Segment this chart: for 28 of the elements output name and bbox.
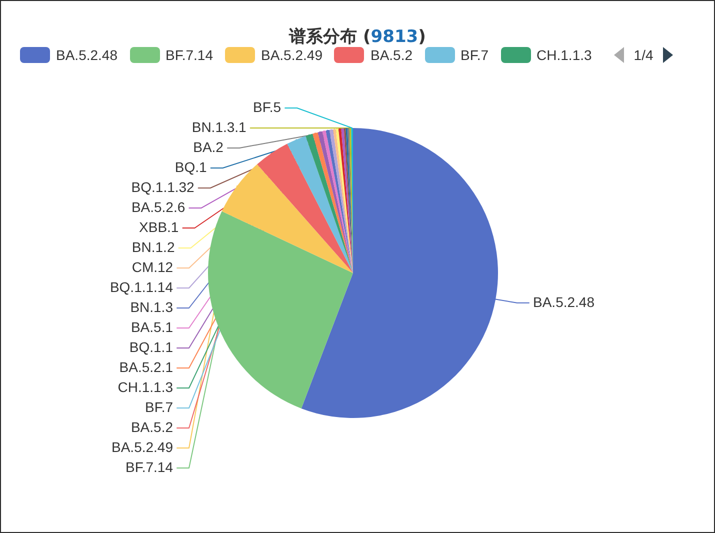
slice-label: BN.1.3.1 [192, 118, 247, 135]
text: 1/4 [634, 47, 654, 63]
legend-label: BF.7 [460, 47, 489, 63]
slice-label: CH.1.1.3 [118, 378, 174, 395]
slice-label: BN.1.3 [130, 298, 174, 315]
slice-label: BA.5.2.49 [112, 438, 174, 455]
legend-label: CH.1.1.3 [536, 47, 592, 63]
slice-label: BN.1.2 [132, 238, 175, 255]
slice-label: BA.2 [193, 138, 224, 155]
slice-label: BQ.1.1.14 [110, 278, 174, 295]
slice-label: BA.5.2.48 [533, 294, 595, 310]
slice-label: BA.5.2.6 [131, 198, 186, 215]
slice-label: BF.7 [144, 398, 174, 415]
legend-label: BA.5.2 [370, 47, 413, 63]
legend-label: BA.5.2.49 [260, 47, 322, 63]
slice-label: BA.5.2 [130, 418, 174, 435]
slice-label: BQ.1.1.32 [131, 178, 195, 195]
slice-label: BA.5.2.1 [119, 358, 174, 375]
slice-label: BQ.1.1 [129, 338, 174, 355]
slice-label: BF.5 [253, 98, 282, 115]
slice-label: BA.5.1 [130, 318, 174, 335]
slice-label: BQ.1 [174, 158, 208, 175]
slice-label: CM.12 [132, 258, 174, 275]
slice-label: XBB.1 [139, 218, 179, 235]
slice-label: BF.7.14 [126, 458, 174, 475]
legend-label: BF.7.14 [166, 47, 213, 63]
chart-title: 谱系分布 (9813) [289, 27, 426, 47]
legend-label: BA.5.2.48 [56, 47, 118, 63]
